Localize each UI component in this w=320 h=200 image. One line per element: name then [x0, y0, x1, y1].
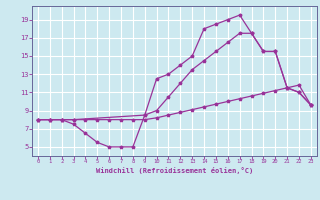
- X-axis label: Windchill (Refroidissement éolien,°C): Windchill (Refroidissement éolien,°C): [96, 167, 253, 174]
